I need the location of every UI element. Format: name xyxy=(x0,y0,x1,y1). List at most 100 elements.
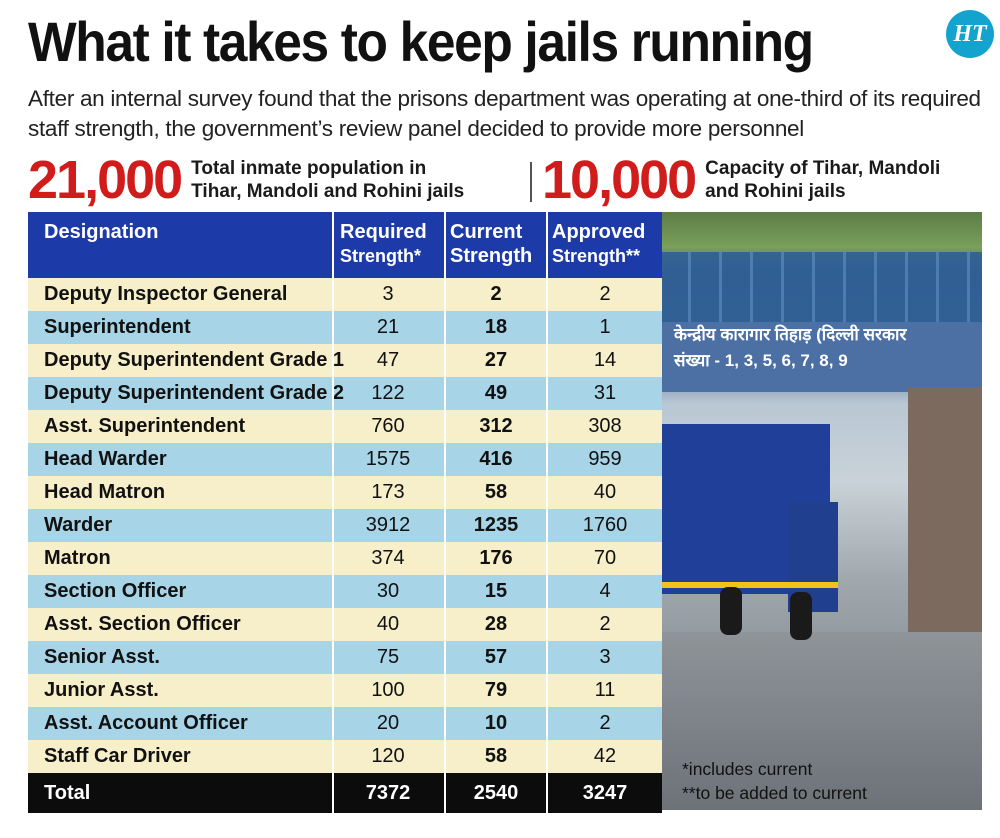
header-approved: Approved Strength** xyxy=(552,220,645,268)
table-row: Head Warder 1575 416 959 xyxy=(28,443,662,476)
footnote: *includes current xyxy=(682,759,813,779)
approved-cell: 959 xyxy=(588,448,622,470)
approved-cell: 1760 xyxy=(582,514,628,536)
required-cell: 1575 xyxy=(365,448,411,470)
column-divider xyxy=(546,509,548,542)
current-cell: 176 xyxy=(479,547,513,569)
table-row: Deputy Inspector General 3 2 2 xyxy=(28,278,662,311)
stat-desc-line: Tihar, Mandoli and Rohini jails xyxy=(191,181,465,202)
column-divider xyxy=(444,410,446,443)
header-line: Strength xyxy=(450,245,533,267)
column-divider xyxy=(332,608,334,641)
current-cell: 2 xyxy=(490,283,502,305)
approved-cell: 40 xyxy=(593,481,617,503)
total-required: 7372 xyxy=(365,782,411,804)
header-designation: Designation xyxy=(44,221,159,243)
table-row: Staff Car Driver 120 58 42 xyxy=(28,740,662,773)
current-cell: 416 xyxy=(479,448,513,470)
column-divider xyxy=(332,212,334,278)
total-current: 2540 xyxy=(473,782,519,804)
approved-cell: 11 xyxy=(594,679,616,701)
footnotes: *includes current **to be added to curre… xyxy=(682,757,867,805)
required-cell: 30 xyxy=(376,580,400,602)
column-divider xyxy=(444,278,446,311)
column-divider xyxy=(546,344,548,377)
current-cell: 49 xyxy=(484,382,508,404)
header-current: Current Strength xyxy=(450,220,532,268)
current-cell: 10 xyxy=(484,712,508,734)
column-divider xyxy=(444,542,446,575)
tihar-gate-photo: केन्द्रीय कारागार तिहाड़ (दिल्ली सरकार स… xyxy=(660,212,982,810)
header-line: Strength* xyxy=(340,246,421,266)
stat-description: Capacity of Tihar, Mandoli and Rohini ja… xyxy=(705,157,940,203)
column-divider xyxy=(332,509,334,542)
subheadline: After an internal survey found that the … xyxy=(28,86,981,141)
designation-cell: Asst. Superintendent xyxy=(44,415,246,437)
column-divider xyxy=(444,575,446,608)
column-divider xyxy=(444,443,446,476)
column-divider xyxy=(332,443,334,476)
column-divider xyxy=(332,773,334,813)
table-row: Head Matron 173 58 40 xyxy=(28,476,662,509)
van-stripe xyxy=(660,582,838,588)
current-cell: 79 xyxy=(484,679,508,701)
designation-cell: Superintendent xyxy=(44,316,191,338)
sign-line: केन्द्रीय कारागार तिहाड़ (दिल्ली सरकार xyxy=(674,325,907,344)
required-cell: 122 xyxy=(371,382,405,404)
designation-cell: Deputy Superintendent Grade 1 xyxy=(44,349,345,371)
required-cell: 120 xyxy=(371,745,405,767)
table-row: Junior Asst. 100 79 11 xyxy=(28,674,662,707)
column-divider xyxy=(332,344,334,377)
sign-line: संख्या - 1, 3, 5, 6, 7, 8, 9 xyxy=(674,351,848,370)
stat-desc-line: Capacity of Tihar, Mandoli xyxy=(705,158,941,179)
table-row: Senior Asst. 75 57 3 xyxy=(28,641,662,674)
stat-desc-line: Total inmate population in xyxy=(191,158,427,179)
current-cell: 18 xyxy=(484,316,508,338)
required-cell: 40 xyxy=(376,613,400,635)
table-header: Designation Required Strength* Current S… xyxy=(28,212,662,278)
footnote: **to be added to current xyxy=(682,783,867,803)
approved-cell: 70 xyxy=(593,547,617,569)
column-divider xyxy=(332,674,334,707)
current-cell: 58 xyxy=(484,481,508,503)
van-wheel xyxy=(720,587,742,635)
column-divider xyxy=(546,443,548,476)
total-row: Total 7372 2540 3247 xyxy=(28,773,662,813)
column-divider xyxy=(546,608,548,641)
total-label: Total xyxy=(44,782,91,804)
approved-cell: 1 xyxy=(599,316,611,338)
column-divider xyxy=(444,608,446,641)
table-row: Section Officer 30 15 4 xyxy=(28,575,662,608)
header-line: Current xyxy=(450,221,523,243)
approved-cell: 42 xyxy=(593,745,617,767)
van-wheel xyxy=(790,592,812,640)
required-cell: 760 xyxy=(371,415,405,437)
road xyxy=(660,632,982,810)
required-cell: 20 xyxy=(376,712,400,734)
column-divider xyxy=(444,707,446,740)
column-divider xyxy=(444,674,446,707)
column-divider xyxy=(546,377,548,410)
approved-cell: 2 xyxy=(599,613,611,635)
stat-value: 10,000 xyxy=(542,150,697,210)
required-cell: 100 xyxy=(371,679,405,701)
column-divider xyxy=(444,509,446,542)
column-divider xyxy=(332,542,334,575)
column-divider xyxy=(444,377,446,410)
current-cell: 15 xyxy=(484,580,508,602)
column-divider xyxy=(546,575,548,608)
approved-cell: 308 xyxy=(588,415,622,437)
column-divider xyxy=(444,641,446,674)
current-cell: 28 xyxy=(484,613,508,635)
designation-cell: Matron xyxy=(44,547,111,569)
column-divider xyxy=(546,542,548,575)
stat-capacity: 10,000 Capacity of Tihar, Mandoli and Ro… xyxy=(542,150,940,210)
designation-cell: Junior Asst. xyxy=(44,679,159,701)
approved-cell: 2 xyxy=(599,283,611,305)
required-cell: 3912 xyxy=(365,514,411,536)
column-divider xyxy=(332,476,334,509)
column-divider xyxy=(546,674,548,707)
column-divider xyxy=(332,377,334,410)
column-divider xyxy=(332,641,334,674)
staff-strength-table: Designation Required Strength* Current S… xyxy=(28,212,662,813)
